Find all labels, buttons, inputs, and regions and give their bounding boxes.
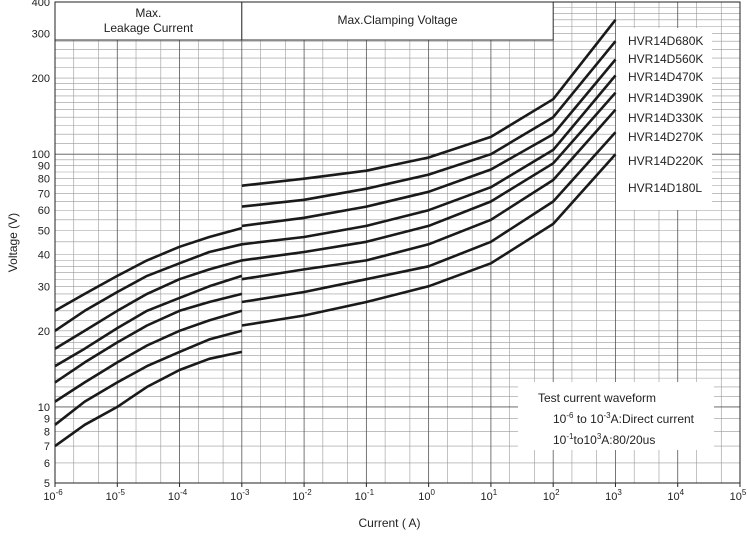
y-tick-label: 40: [38, 250, 50, 262]
series-clamping-line: [241, 131, 617, 304]
series-lines: [54, 18, 617, 448]
series-clamping-line: [241, 74, 617, 246]
legend-label: HVR14D330K: [628, 111, 703, 125]
y-tick-label: 80: [38, 174, 50, 186]
series-clamping-line: [241, 153, 617, 327]
legend-background: [616, 28, 712, 210]
annotation-line2-rest: A:80/20us: [601, 433, 655, 447]
series-leakage-line: [54, 292, 243, 384]
x-tick-label: 104: [667, 488, 684, 503]
series-leakage-line: [54, 309, 243, 403]
annotation-line1-a: 10: [553, 412, 567, 426]
annotation-box: [518, 382, 714, 450]
y-tick-label: 400: [32, 0, 50, 9]
y-tick-label: 200: [32, 73, 50, 85]
x-axis-label: Current ( A): [358, 516, 420, 530]
y-tick-label: 6: [44, 458, 50, 470]
y-tick-label: 60: [38, 205, 50, 217]
annotation-line1-be: -3: [604, 411, 612, 420]
x-tick-label: 10-3: [230, 488, 250, 503]
series-clamping-line: [241, 58, 617, 228]
legend-label: HVR14D680K: [628, 34, 703, 48]
x-tick-label: 103: [605, 488, 622, 503]
series-clamping-line: [241, 91, 617, 262]
test-waveform-annotation: Test current waveform 10-6 to 10-3A:Dire…: [518, 382, 714, 450]
plot-frame: [54, 1, 741, 484]
y-tick-label: 50: [38, 225, 50, 237]
y-tick-label: 100: [32, 149, 50, 161]
legend-label: HVR14D270K: [628, 130, 703, 144]
annotation-line2-ae: -1: [566, 432, 574, 441]
annotation-line1-mid: to 10: [573, 412, 603, 426]
series-clamping-line: [241, 40, 617, 208]
annotation-line2-mid: to10: [573, 433, 597, 447]
legend-panel: [616, 28, 712, 210]
y-tick-label: 9: [44, 413, 50, 425]
annotation-line2-be: 3: [597, 432, 602, 441]
x-tick-label: 102: [543, 488, 560, 503]
leakage-header-line1: Max.: [135, 6, 161, 20]
y-tick-label: 20: [38, 326, 50, 338]
legend-label: HVR14D470K: [628, 70, 703, 84]
y-tick-label: 5: [44, 478, 50, 490]
y-tick-label: 8: [44, 426, 50, 438]
y-tick-label: 10: [38, 402, 50, 414]
y-tick-label: 300: [32, 29, 50, 41]
series-leakage-line: [54, 329, 243, 426]
x-tick-label: 101: [481, 488, 498, 503]
legend-label: HVR14D180L: [628, 181, 702, 195]
x-axis-ticks: 10-6 10-5 10-4 10-3 10-2 10-1 100 101 102 103 104 1…: [43, 483, 747, 503]
annotation-title: Test current waveform: [538, 391, 656, 405]
legend: HVR14D680K HVR14D560K HVR14D470K HVR14D390K…: [628, 34, 703, 195]
annotation-line1-ae: -6: [566, 411, 574, 420]
x-tick-label: 105: [730, 488, 747, 503]
region-headers: Max. Leakage Current Max.Clamping Voltag…: [54, 1, 554, 41]
y-tick-label: 90: [38, 161, 50, 173]
annotation-line1-rest: A:Direct current: [611, 412, 695, 426]
series-leakage-line: [54, 274, 243, 368]
x-tick-label: 10-4: [168, 488, 188, 503]
x-tick-label: 10-2: [292, 488, 312, 503]
series-leakage-line: [54, 243, 243, 332]
y-axis-label: Voltage (V): [6, 213, 20, 272]
x-tick-label: 100: [418, 488, 435, 503]
series-leakage-line: [54, 226, 243, 312]
x-tick-label: 10-6: [43, 488, 63, 503]
annotation-line1: 10-6 to 10-3A:Direct current: [553, 411, 695, 426]
series-leakage-line: [54, 350, 243, 448]
series-clamping-line: [241, 18, 617, 187]
series-leakage-line: [54, 259, 243, 350]
annotation-line2-a: 10: [553, 433, 567, 447]
legend-label: HVR14D560K: [628, 52, 703, 66]
x-tick-label: 10-5: [106, 488, 126, 503]
x-tick-label: 10-1: [355, 488, 375, 503]
y-tick-label: 30: [38, 281, 50, 293]
legend-label: HVR14D390K: [628, 91, 703, 105]
legend-label: HVR14D220K: [628, 154, 703, 168]
clamping-header: Max.Clamping Voltage: [337, 13, 457, 27]
clamping-region-box: [241, 1, 554, 41]
y-tick-label: 7: [44, 441, 50, 453]
annotation-line2: 10-1to103A:80/20us: [553, 432, 655, 447]
series-clamping-line: [241, 108, 617, 281]
y-tick-label: 70: [38, 188, 50, 200]
leakage-header-line2: Leakage Current: [104, 21, 194, 35]
